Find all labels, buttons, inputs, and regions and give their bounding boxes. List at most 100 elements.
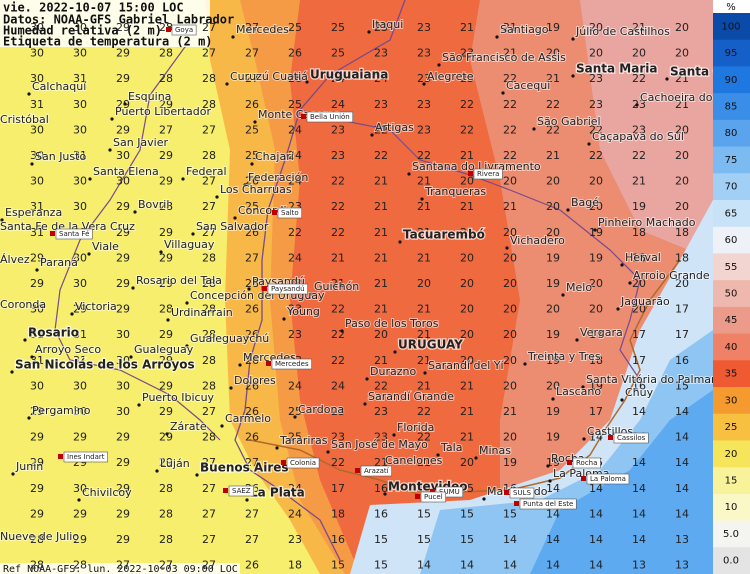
place-dot xyxy=(191,232,195,236)
place-name: Paso de los Toros xyxy=(345,317,439,330)
place-name: Cacequi xyxy=(506,79,550,92)
place-dot xyxy=(532,127,536,131)
station-box xyxy=(286,457,320,469)
temperature-label: 29 xyxy=(116,431,130,444)
place-dot xyxy=(575,338,579,342)
colorbar-label: 40 xyxy=(725,342,738,353)
place-dot xyxy=(27,92,31,96)
colorbar-swatch xyxy=(713,119,750,148)
temperature-label: 30 xyxy=(73,98,87,111)
temperature-label: 24 xyxy=(288,251,302,264)
temperature-label: 23 xyxy=(417,21,431,34)
temperature-label: 30 xyxy=(116,175,130,188)
temperature-label: 15 xyxy=(460,482,474,495)
place-dot xyxy=(159,250,163,254)
temperature-label: 23 xyxy=(417,47,431,60)
temperature-label: 16 xyxy=(374,507,388,520)
place-name: Santiago xyxy=(500,23,549,36)
temperature-label: 21 xyxy=(503,47,517,60)
temperature-label: 21 xyxy=(374,251,388,264)
place-name: Bagé xyxy=(571,196,599,209)
place-name: Bovril xyxy=(138,198,169,211)
place-name: Federación xyxy=(248,171,308,184)
temperature-label: 14 xyxy=(503,533,517,546)
place-name: Puerto Ibicuy xyxy=(142,391,215,404)
temperature-label: 20 xyxy=(503,328,517,341)
place-dot xyxy=(326,450,330,454)
place-dot xyxy=(582,437,586,441)
temperature-label: 14 xyxy=(546,559,560,572)
temperature-label: 16 xyxy=(331,533,345,546)
temperature-label: 20 xyxy=(503,277,517,290)
temperature-label: 21 xyxy=(460,379,474,392)
temperature-label: 22 xyxy=(288,226,302,239)
place-name: Young xyxy=(286,305,320,318)
temperature-label: 20 xyxy=(460,251,474,264)
temperature-label: 29 xyxy=(30,277,44,290)
temperature-label: 31 xyxy=(30,226,44,239)
place-name: San Justo xyxy=(35,150,86,163)
station-marker xyxy=(58,454,63,459)
place-dot xyxy=(495,35,499,39)
colorbar-label: 95 xyxy=(725,48,738,59)
temperature-label: 22 xyxy=(546,123,560,136)
temperature-label: 22 xyxy=(546,98,560,111)
colorbar-swatch xyxy=(713,200,750,228)
temperature-label: 15 xyxy=(503,507,517,520)
place-name: Tranqueras xyxy=(424,185,486,198)
temperature-label: 20 xyxy=(546,303,560,316)
place-name: Dolores xyxy=(234,374,276,387)
station-label: La Paloma xyxy=(590,475,626,483)
temperature-label: 14 xyxy=(503,559,517,572)
station-box xyxy=(55,228,93,240)
place-dot xyxy=(383,492,387,496)
temperature-label: 30 xyxy=(116,354,130,367)
colorbar-label: 35 xyxy=(725,369,738,380)
place-name: Álvez xyxy=(0,253,30,266)
temperature-label: 19 xyxy=(546,431,560,444)
temperature-label: 23 xyxy=(288,303,302,316)
temperature-label: 21 xyxy=(374,354,388,367)
temperature-label: 23 xyxy=(331,149,345,162)
temperature-label: 22 xyxy=(331,303,345,316)
temperature-label: 29 xyxy=(73,533,87,546)
temperature-label: 28 xyxy=(159,47,173,60)
temperature-label: 29 xyxy=(159,431,173,444)
temperature-label: 22 xyxy=(331,456,345,469)
temperature-label: 20 xyxy=(589,47,603,60)
temperature-label: 27 xyxy=(245,251,259,264)
temperature-label: 29 xyxy=(116,303,130,316)
temperature-label: 29 xyxy=(30,507,44,520)
temperature-label: 23 xyxy=(374,431,388,444)
temperature-label: 31 xyxy=(73,354,87,367)
temperature-label: 22 xyxy=(589,123,603,136)
place-name: Buenos Aires xyxy=(200,461,289,475)
temperature-label: 30 xyxy=(30,175,44,188)
station-marker xyxy=(430,489,435,494)
temperature-label: 19 xyxy=(546,21,560,34)
temperature-label: 27 xyxy=(245,456,259,469)
place-name: Carmelo xyxy=(225,412,271,425)
colorbar-label: 50 xyxy=(725,289,738,300)
temperature-label: 15 xyxy=(417,507,431,520)
place-dot xyxy=(245,498,249,502)
place-name: Chajarí xyxy=(255,150,295,163)
place-name: Chivilcoy xyxy=(82,486,132,499)
place-name: San Salvador xyxy=(196,220,269,233)
temperature-label: 29 xyxy=(116,533,130,546)
temperature-label: 20 xyxy=(460,277,474,290)
place-dot xyxy=(620,398,624,402)
place-dot xyxy=(523,362,527,366)
station-label: SULS xyxy=(513,489,531,497)
place-name: Rosario xyxy=(28,326,79,340)
place-dot xyxy=(551,397,555,401)
temperature-label: 27 xyxy=(202,21,216,34)
place-name: Esperanza xyxy=(5,206,62,219)
place-labels: Mercedes Itaqui Santiago Júlio de Castilhos… xyxy=(0,17,745,544)
temperature-label: 16 xyxy=(417,482,431,495)
temperature-label: 21 xyxy=(632,175,646,188)
temperature-label: 29 xyxy=(116,47,130,60)
temperature-label: 28 xyxy=(73,559,87,572)
temperature-label: 20 xyxy=(675,149,689,162)
place-name: Santa Vitória do Palmar xyxy=(586,373,716,386)
